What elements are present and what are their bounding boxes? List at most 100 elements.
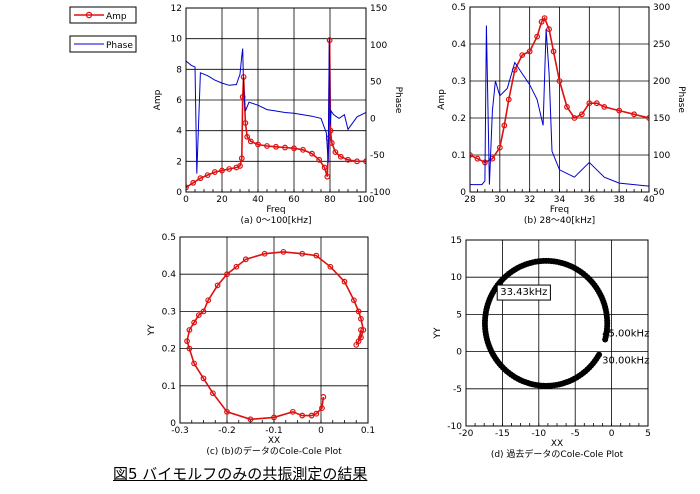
- x-tick-label: -0.2: [218, 426, 236, 436]
- y-tick-label: 0: [456, 348, 462, 358]
- data-point-data: [355, 338, 362, 345]
- y-tick-label: 0.3: [452, 77, 466, 87]
- y-tick-label: 0.4: [162, 270, 177, 280]
- data-point-data: [200, 308, 207, 315]
- y-axis-label: YY: [433, 327, 443, 339]
- data-point-amp: [345, 156, 351, 163]
- chart-caption: (b) 28～40[kHz]: [524, 216, 595, 226]
- data-point-data: [191, 360, 198, 367]
- data-point-amp: [571, 115, 578, 121]
- y-tick-label: 0: [176, 188, 182, 198]
- plot-area: [466, 240, 648, 426]
- data-point-amp: [534, 33, 541, 40]
- data-point-amp: [578, 111, 585, 118]
- data-point-amp: [204, 172, 211, 179]
- data-point-data: [271, 414, 277, 421]
- x-tick-label: -15: [495, 429, 510, 439]
- data-point-amp: [219, 167, 225, 174]
- data-point-data: [320, 394, 327, 400]
- data-point-amp: [291, 145, 297, 152]
- data-point-amp: [255, 141, 261, 148]
- x-axis-label: Freq: [550, 205, 569, 215]
- plot-frame: [469, 6, 650, 193]
- x-tick-label: 30: [494, 195, 506, 205]
- x-tick-label: -0.1: [265, 426, 283, 436]
- chart-caption: (c) (b)のデータのCole-Cole Plot: [206, 445, 342, 457]
- plot-content: [184, 248, 367, 423]
- y-right-tick-label: 150: [370, 4, 387, 14]
- y-tick-label: 15: [451, 236, 462, 246]
- annotation-box: [496, 284, 551, 301]
- data-point-amp: [237, 163, 243, 169]
- x-axis-label: Freq: [266, 205, 285, 215]
- data-point-amp: [519, 52, 526, 58]
- x-axis-label: XX: [551, 439, 563, 449]
- data-point-data: [313, 410, 320, 417]
- y-tick-label: 10: [171, 35, 183, 45]
- data-point-data: [355, 308, 362, 315]
- data-point-amp: [244, 133, 251, 140]
- legend: Amp Phase: [69, 6, 137, 53]
- series-line-amp: [470, 16, 649, 164]
- data-point-amp: [300, 146, 306, 153]
- chart-a: 0 20 40 60 80 100 0 2 4 6 8 10 12 -100 -50 0 50 100 150 Fre…: [153, 4, 403, 226]
- x-tick-label: 40: [643, 195, 655, 205]
- y-tick-label: 0.4: [452, 40, 467, 50]
- data-point-amp: [616, 107, 623, 114]
- annotation-label: 45.00kHz: [602, 329, 649, 340]
- x-tick-label: 32: [524, 195, 535, 205]
- data-point-data: [247, 416, 254, 423]
- data-point-data: [299, 412, 306, 419]
- data-point-data: [308, 412, 315, 419]
- data-point-data: [195, 312, 202, 319]
- data-point-data: [358, 315, 364, 322]
- x-tick-label: 40: [252, 195, 264, 205]
- y-tick-label: 5: [456, 310, 462, 320]
- y-tick-label: 0.5: [452, 3, 466, 13]
- y-right-tick-label: 200: [653, 77, 670, 87]
- annotation-label: 33.43kHz: [500, 287, 547, 298]
- data-point: [604, 323, 611, 330]
- x-tick-label: -20: [459, 429, 474, 439]
- data-point-data: [209, 390, 216, 397]
- y-tick-label: 0.2: [452, 114, 466, 124]
- y-right-tick-label: -100: [370, 188, 391, 198]
- y-right-axis-label: Phase: [676, 86, 686, 113]
- x-tick-label: -5: [571, 429, 580, 439]
- x-tick-label: 0: [609, 429, 615, 439]
- annotation-label: 30.00kHz: [602, 356, 649, 367]
- legend-label: Phase: [106, 41, 133, 51]
- data-point-amp: [332, 149, 339, 156]
- data-point-data: [191, 319, 198, 326]
- data-point-amp: [197, 175, 204, 182]
- plot-content: [186, 37, 366, 191]
- legend-item-amp: Amp: [69, 6, 137, 24]
- y-tick-label: 0.1: [162, 382, 176, 392]
- y-tick-label: 8: [176, 65, 182, 75]
- chart-c: -0.3 -0.2 -0.1 0 0.1 0 0.1 0.2 0.3 0.4 0.5 XX YY (c) …: [147, 233, 375, 457]
- data-point-amp: [328, 140, 335, 146]
- y-tick-label: -10: [447, 422, 462, 432]
- data-point-data: [313, 252, 320, 259]
- x-tick-label: 5: [645, 429, 651, 439]
- data-point-data: [360, 327, 367, 333]
- data-point-amp: [337, 153, 344, 160]
- data-point-amp: [501, 122, 508, 129]
- y-axis-label: Amp: [153, 89, 163, 110]
- data-point-data: [224, 408, 230, 415]
- y-tick-label: 10: [451, 273, 463, 283]
- y-right-tick-label: 0: [370, 114, 376, 124]
- data-point-amp: [526, 48, 533, 55]
- data-point-amp: [550, 48, 557, 55]
- x-tick-label: 34: [554, 195, 566, 205]
- y-right-tick-label: 100: [653, 151, 670, 161]
- y-tick-label: 2: [176, 157, 182, 167]
- x-tick-label: 0.1: [361, 426, 375, 436]
- y-tick-label: 4: [176, 127, 182, 137]
- x-tick-label: 100: [357, 195, 374, 205]
- data-point-amp: [273, 143, 279, 150]
- data-point-data: [261, 250, 268, 257]
- x-tick-label: 36: [584, 195, 596, 205]
- data-point-amp: [324, 173, 331, 180]
